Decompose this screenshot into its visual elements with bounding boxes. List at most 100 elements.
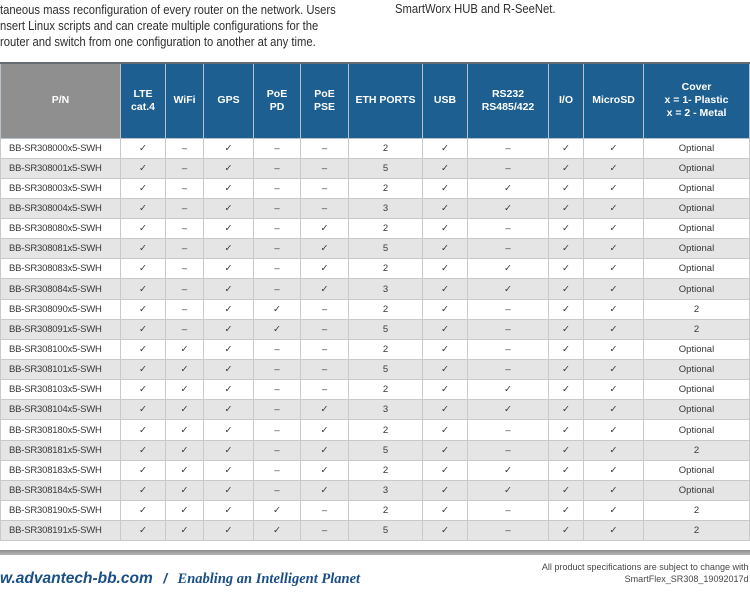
check-icon: ✓: [548, 459, 584, 481]
dash-cell: –: [165, 258, 204, 280]
product-spec-table: P/N LTE cat.4 WiFi GPS PoE PD PoE PSE ETH POR…: [0, 62, 750, 542]
footer-note-line2: SmartFlex_SR308_19092017d: [625, 573, 749, 585]
header-row: P/N LTE cat.4 WiFi GPS PoE PD PoE PSE ETH POR…: [0, 62, 750, 139]
dash-cell: –: [253, 218, 301, 240]
value-cell: 5: [348, 359, 423, 381]
value-cell: Optional: [643, 157, 750, 179]
part-number-cell: BB-SR308091x5-SWH: [0, 318, 121, 340]
value-cell: 2: [348, 258, 423, 280]
check-icon: ✓: [253, 298, 301, 320]
value-cell: 5: [348, 157, 423, 179]
check-icon: ✓: [583, 520, 644, 542]
table-row: BB-SR308003x5-SWH ✓ – ✓ – –2 ✓ ✓ ✓ ✓ Optional: [0, 177, 750, 199]
table-row: BB-SR308101x5-SWH ✓ ✓ ✓ – –5 ✓ – ✓ ✓ Optional: [0, 359, 750, 381]
value-cell: 2: [348, 459, 423, 481]
check-icon: ✓: [120, 258, 166, 280]
column-header: WiFi: [165, 62, 204, 139]
value-cell: Optional: [643, 197, 750, 220]
dash-cell: –: [467, 157, 549, 179]
dash-cell: –: [300, 197, 349, 220]
check-icon: ✓: [583, 278, 644, 300]
value-cell: 2: [348, 379, 423, 401]
check-icon: ✓: [300, 399, 349, 421]
part-number-cell: BB-SR308001x5-SWH: [0, 157, 121, 179]
dash-cell: –: [253, 419, 301, 441]
value-cell: 2: [643, 500, 750, 522]
check-icon: ✓: [165, 419, 204, 441]
column-header: RS232 RS485/422: [467, 62, 549, 139]
column-header: GPS: [203, 62, 254, 139]
dash-cell: –: [467, 520, 549, 542]
check-icon: ✓: [203, 419, 254, 441]
part-number-cell: BB-SR308003x5-SWH: [0, 177, 121, 199]
value-cell: 2: [643, 520, 750, 542]
value-cell: Optional: [643, 258, 750, 280]
intro-paragraph-right: SmartWorx HUB and R-SeeNet.: [395, 2, 556, 16]
check-icon: ✓: [422, 177, 468, 199]
check-icon: ✓: [120, 157, 166, 179]
check-icon: ✓: [583, 379, 644, 401]
check-icon: ✓: [120, 520, 166, 542]
check-icon: ✓: [548, 278, 584, 300]
check-icon: ✓: [548, 338, 584, 361]
dash-cell: –: [300, 157, 349, 179]
check-icon: ✓: [120, 318, 166, 340]
table-row: BB-SR308083x5-SWH ✓ – ✓ – ✓ 2 ✓ ✓ ✓ ✓ Optional: [0, 258, 750, 280]
check-icon: ✓: [548, 520, 584, 542]
value-cell: Optional: [643, 359, 750, 381]
table-row: BB-SR308104x5-SWH ✓ ✓ ✓ – ✓ 3 ✓ ✓ ✓ ✓ Optional: [0, 399, 750, 421]
check-icon: ✓: [422, 137, 468, 159]
part-number-cell: BB-SR308000x5-SWH: [0, 137, 121, 159]
intro-paragraph-left: taneous mass reconfiguration of every ro…: [0, 2, 336, 50]
column-header: USB: [422, 62, 468, 139]
dash-cell: –: [467, 137, 549, 159]
value-cell: 3: [348, 278, 423, 300]
column-header-pn: P/N: [0, 62, 121, 139]
check-icon: ✓: [300, 439, 349, 461]
column-header: PoE PD: [253, 62, 301, 139]
check-icon: ✓: [548, 500, 584, 522]
check-icon: ✓: [467, 177, 549, 199]
value-cell: Optional: [643, 479, 750, 502]
check-icon: ✓: [422, 197, 468, 220]
table-row: BB-SR308191x5-SWH ✓ ✓ ✓ ✓ –5 ✓ – ✓ ✓ 2: [0, 520, 750, 542]
value-cell: 2: [348, 218, 423, 240]
table-row: BB-SR308000x5-SWH ✓ – ✓ – –2 ✓ – ✓ ✓ Optional: [0, 137, 750, 159]
check-icon: ✓: [120, 197, 166, 220]
check-icon: ✓: [583, 238, 644, 260]
website-link[interactable]: w.advantech-bb.com: [0, 570, 153, 587]
table-row: BB-SR308001x5-SWH ✓ – ✓ – –5 ✓ – ✓ ✓ Optional: [0, 157, 750, 179]
value-cell: Optional: [643, 177, 750, 199]
check-icon: ✓: [583, 318, 644, 340]
check-icon: ✓: [583, 197, 644, 220]
value-cell: 3: [348, 479, 423, 502]
intro-line: router and switch from one configuration…: [0, 35, 316, 49]
dash-cell: –: [467, 238, 549, 260]
check-icon: ✓: [422, 238, 468, 260]
value-cell: 2: [643, 298, 750, 320]
check-icon: ✓: [165, 500, 204, 522]
check-icon: ✓: [165, 359, 204, 381]
dash-cell: –: [300, 520, 349, 542]
value-cell: 2: [348, 500, 423, 522]
value-cell: 5: [348, 318, 423, 340]
check-icon: ✓: [203, 500, 254, 522]
check-icon: ✓: [422, 399, 468, 421]
check-icon: ✓: [583, 258, 644, 280]
part-number-cell: BB-SR308081x5-SWH: [0, 238, 121, 260]
dash-cell: –: [300, 318, 349, 340]
check-icon: ✓: [422, 359, 468, 381]
check-icon: ✓: [548, 318, 584, 340]
check-icon: ✓: [548, 177, 584, 199]
check-icon: ✓: [300, 238, 349, 260]
check-icon: ✓: [467, 379, 549, 401]
check-icon: ✓: [120, 500, 166, 522]
check-icon: ✓: [548, 197, 584, 220]
part-number-cell: BB-SR308183x5-SWH: [0, 459, 121, 481]
dash-cell: –: [253, 137, 301, 159]
check-icon: ✓: [120, 439, 166, 461]
table-row: BB-SR308004x5-SWH ✓ – ✓ – –3 ✓ ✓ ✓ ✓ Optional: [0, 197, 750, 220]
check-icon: ✓: [548, 419, 584, 441]
value-cell: 2: [348, 177, 423, 199]
dash-cell: –: [300, 298, 349, 320]
